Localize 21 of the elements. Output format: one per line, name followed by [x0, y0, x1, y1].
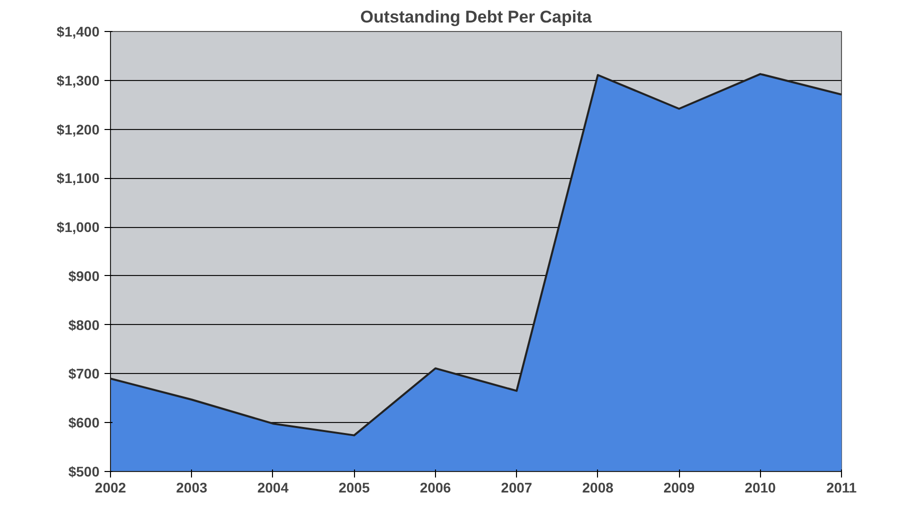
x-tick-label: 2010 — [744, 480, 776, 496]
y-tick-label: $600 — [68, 414, 100, 431]
x-tick-label: 2002 — [94, 480, 126, 496]
y-tick-label: $1,400 — [56, 24, 100, 40]
x-tick-label: 2008 — [582, 480, 614, 496]
x-tick-label: 2003 — [176, 480, 208, 496]
y-tick-label: $1,100 — [56, 170, 100, 186]
y-tick-label: $1,200 — [56, 121, 100, 138]
y-tick-label: $700 — [68, 366, 100, 382]
y-tick-label: $900 — [68, 268, 100, 284]
x-tick-label: 2011 — [826, 480, 857, 496]
x-tick-label: 2009 — [663, 480, 695, 496]
chart-title: Outstanding Debt Per Capita — [360, 8, 592, 26]
y-tick-label: $1,300 — [56, 72, 100, 88]
x-tick-label: 2007 — [501, 480, 532, 496]
x-tick-label: 2005 — [338, 480, 370, 496]
x-tick-label: 2006 — [420, 480, 452, 496]
y-tick-label: $500 — [68, 464, 100, 480]
y-tick-label: $1,000 — [56, 219, 100, 236]
x-tick-label: 2004 — [257, 480, 289, 496]
y-tick-label: $800 — [68, 316, 100, 333]
